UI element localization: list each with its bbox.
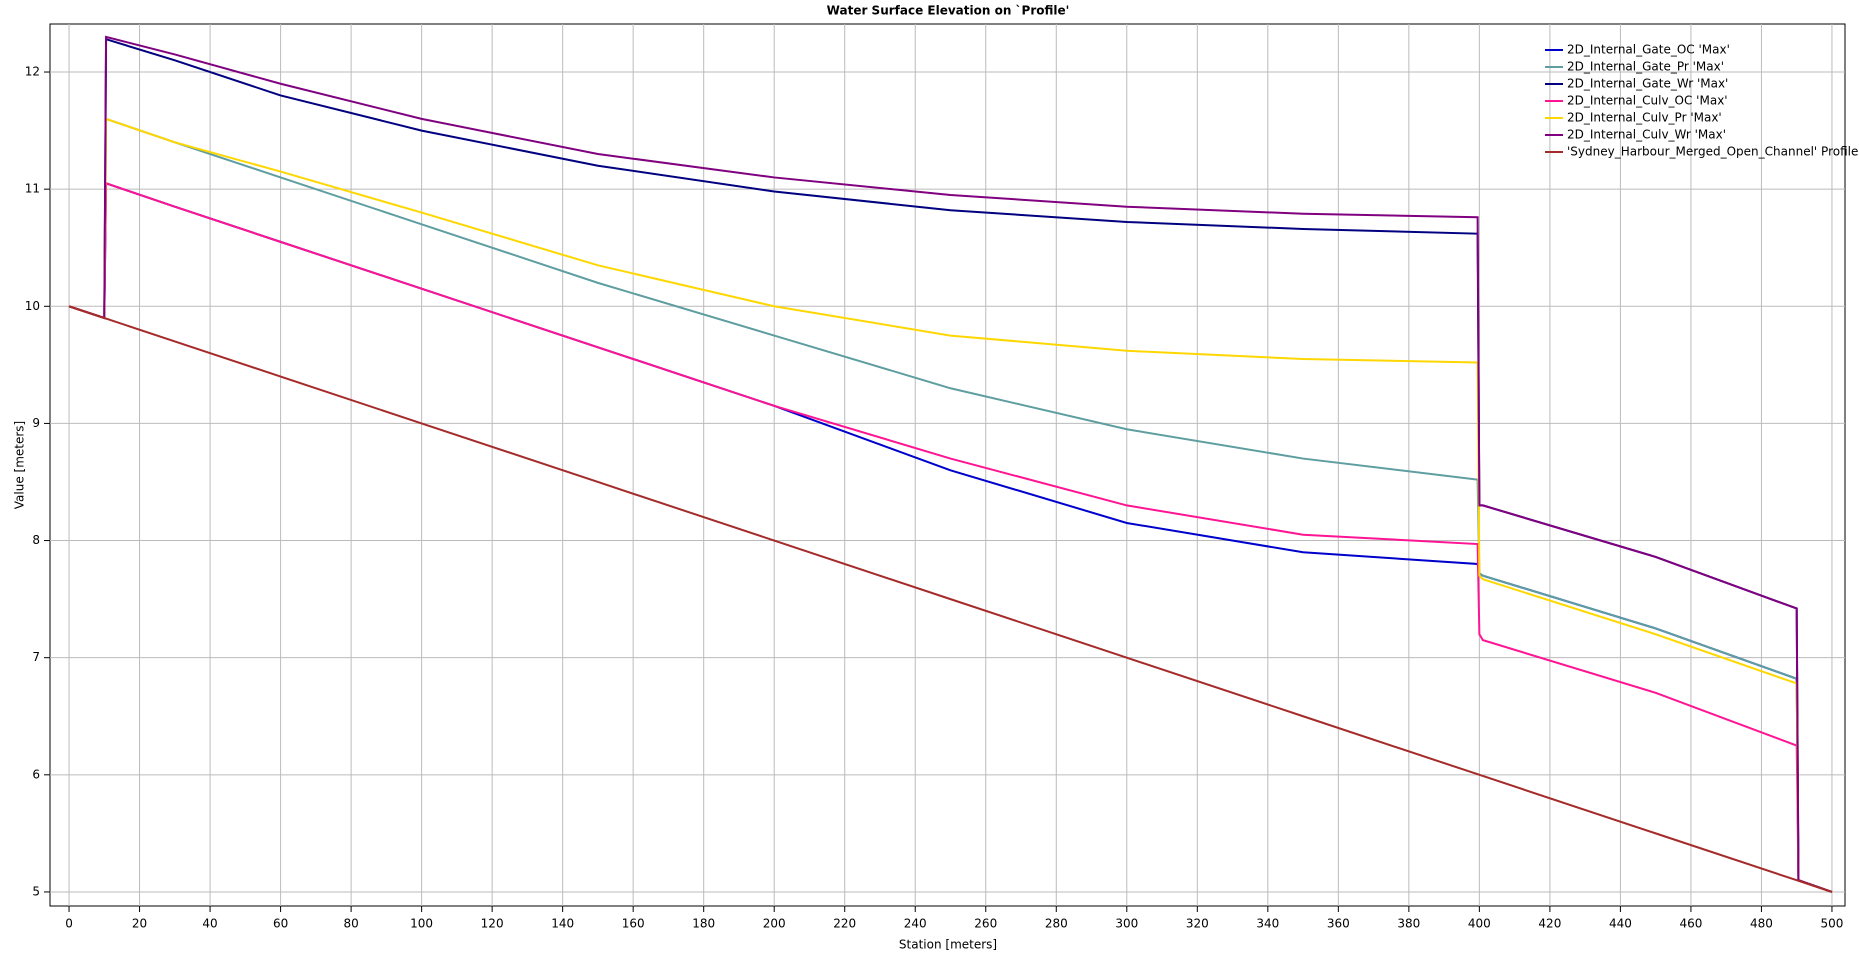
plot-area <box>49 23 1846 907</box>
x-tick-label: 180 <box>692 917 715 931</box>
x-tick-label: 220 <box>833 917 856 931</box>
y-tick-label: 7 <box>32 650 40 664</box>
x-tick-label: 300 <box>1115 917 1138 931</box>
legend-label: 2D_Internal_Gate_Wr 'Max' <box>1567 77 1728 91</box>
x-tick-label: 440 <box>1609 917 1632 931</box>
x-tick-label: 60 <box>273 917 288 931</box>
chart-title: Water Surface Elevation on `Profile' <box>827 4 1070 18</box>
x-tick-label: 380 <box>1397 917 1420 931</box>
x-tick-label: 340 <box>1256 917 1279 931</box>
legend-label: 2D_Internal_Culv_OC 'Max' <box>1567 94 1728 108</box>
y-tick-label: 8 <box>32 533 40 547</box>
y-tick-label: 5 <box>32 884 40 898</box>
x-tick-label: 500 <box>1821 917 1844 931</box>
x-tick-label: 120 <box>481 917 504 931</box>
x-tick-label: 240 <box>904 917 927 931</box>
legend-label: 2D_Internal_Gate_OC 'Max' <box>1567 43 1730 57</box>
x-tick-label: 100 <box>410 917 433 931</box>
x-tick-label: 280 <box>1045 917 1068 931</box>
y-tick-label: 6 <box>32 767 40 781</box>
series-line <box>68 305 1833 893</box>
x-tick-label: 200 <box>763 917 786 931</box>
x-tick-label: 400 <box>1468 917 1491 931</box>
y-tick-label: 10 <box>25 299 40 313</box>
x-tick-label: 360 <box>1327 917 1350 931</box>
x-tick-label: 480 <box>1750 917 1773 931</box>
y-axis-label: Value [meters] <box>13 421 27 509</box>
x-tick-label: 40 <box>202 917 217 931</box>
legend-label: 2D_Internal_Culv_Pr 'Max' <box>1567 111 1722 125</box>
x-tick-label: 140 <box>551 917 574 931</box>
legend-label: 2D_Internal_Gate_Pr 'Max' <box>1567 60 1724 74</box>
series-line <box>68 181 1833 893</box>
x-tick-label: 260 <box>974 917 997 931</box>
x-tick-label: 460 <box>1679 917 1702 931</box>
series-line <box>68 117 1833 893</box>
x-tick-label: 420 <box>1538 917 1561 931</box>
legend-label: 'Sydney_Harbour_Merged_Open_Channel' Pro… <box>1567 145 1858 159</box>
y-tick-label: 9 <box>32 416 40 430</box>
legend-label: 2D_Internal_Culv_Wr 'Max' <box>1567 128 1726 142</box>
x-tick-label: 160 <box>622 917 645 931</box>
y-tick-label: 12 <box>25 65 40 79</box>
y-tick-label: 11 <box>25 182 40 196</box>
x-tick-label: 20 <box>132 917 147 931</box>
series-line <box>68 35 1833 893</box>
x-tick-label: 80 <box>343 917 358 931</box>
x-tick-label: 0 <box>65 917 73 931</box>
x-tick-label: 320 <box>1186 917 1209 931</box>
x-axis-label: Station [meters] <box>899 938 997 952</box>
